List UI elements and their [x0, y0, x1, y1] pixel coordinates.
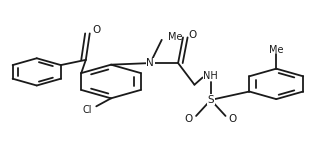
Text: NH: NH: [203, 71, 218, 81]
Text: Me: Me: [269, 45, 283, 55]
Text: N: N: [147, 58, 154, 68]
Text: O: O: [185, 114, 193, 124]
Text: Cl: Cl: [82, 105, 92, 115]
Text: O: O: [92, 25, 100, 35]
Text: S: S: [208, 95, 214, 105]
Text: O: O: [229, 114, 237, 124]
Text: O: O: [188, 30, 196, 40]
Text: Me: Me: [168, 32, 182, 42]
